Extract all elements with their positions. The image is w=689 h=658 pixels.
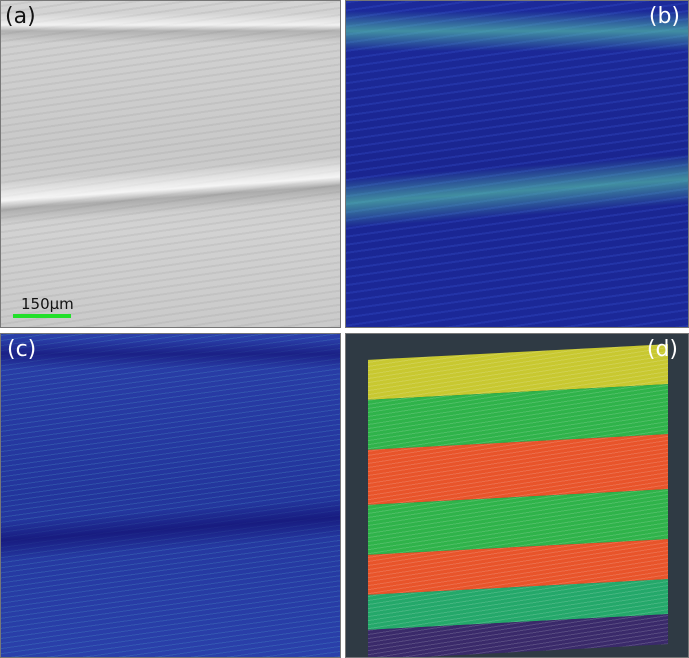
panel-c: (c) [0,333,341,658]
panel-a: (a) 150μm [0,0,341,328]
particle-band-middle [1,157,340,225]
panel-d: (d) [345,333,689,658]
panel-label: (b) [648,4,680,29]
scale-bar [13,314,71,318]
panel-label: (d) [646,337,678,362]
panel-label: (a) [5,4,36,29]
orientation-map [368,344,668,657]
scale-bar-label: 150μm [21,295,74,313]
particle-band-top [1,13,340,43]
dark-band-top [1,339,340,369]
particle-band-top [346,11,688,51]
panel-b: (b) [345,0,689,328]
dark-band-middle [1,497,340,561]
panel-label: (c) [7,337,37,362]
particle-band-middle [346,154,688,228]
